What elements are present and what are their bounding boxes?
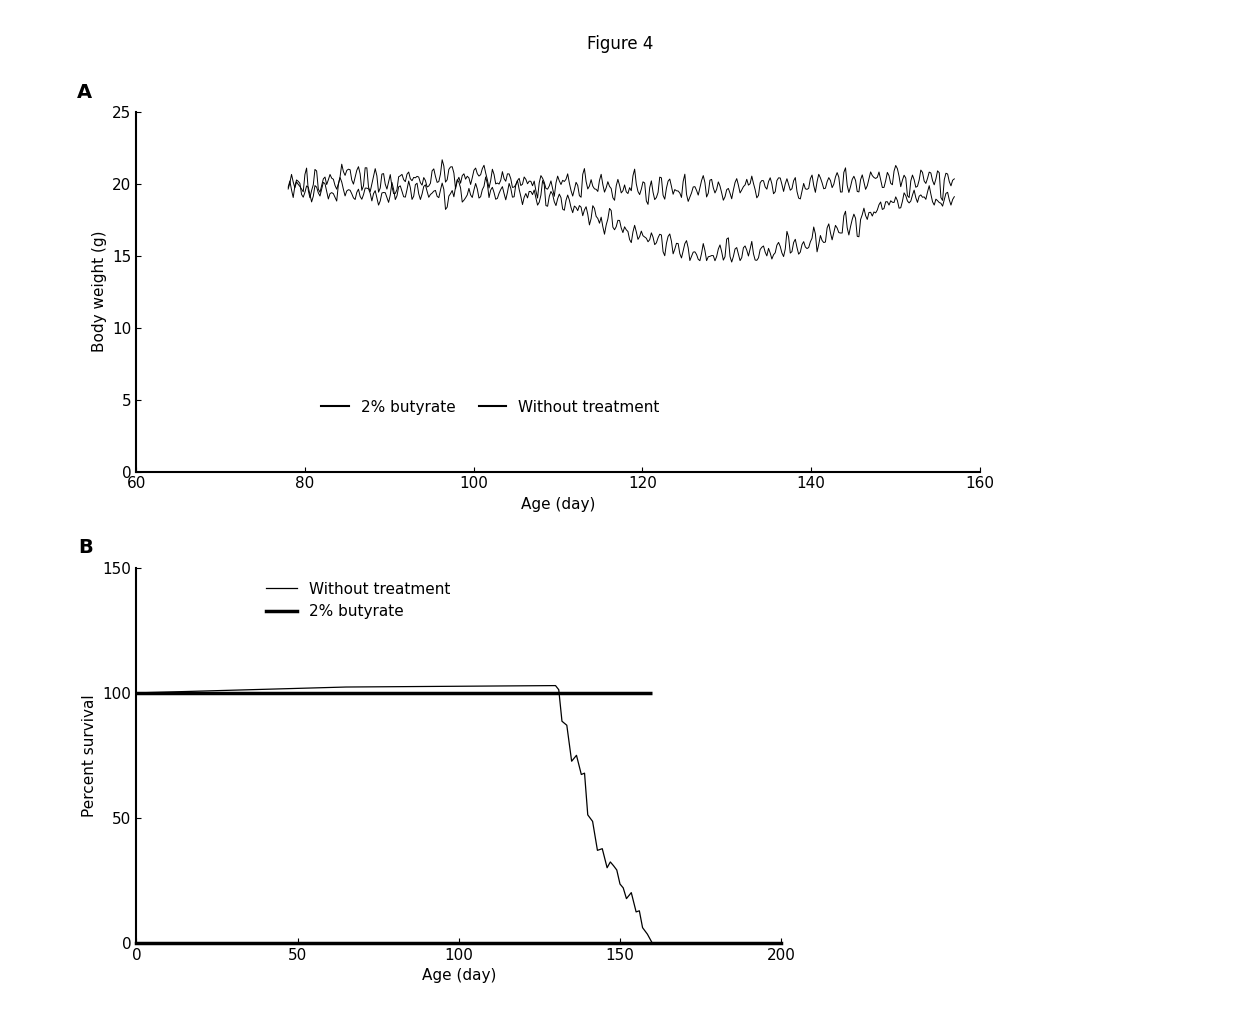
- Y-axis label: Percent survival: Percent survival: [82, 695, 97, 816]
- X-axis label: Age (day): Age (day): [521, 497, 595, 512]
- Text: Figure 4: Figure 4: [587, 35, 653, 54]
- Text: A: A: [77, 83, 93, 101]
- Legend: 2% butyrate, Without treatment: 2% butyrate, Without treatment: [315, 393, 666, 421]
- Text: B: B: [78, 537, 93, 557]
- Legend: Without treatment, 2% butyrate: Without treatment, 2% butyrate: [260, 576, 456, 626]
- X-axis label: Age (day): Age (day): [422, 968, 496, 984]
- Y-axis label: Body weight (g): Body weight (g): [92, 231, 107, 352]
